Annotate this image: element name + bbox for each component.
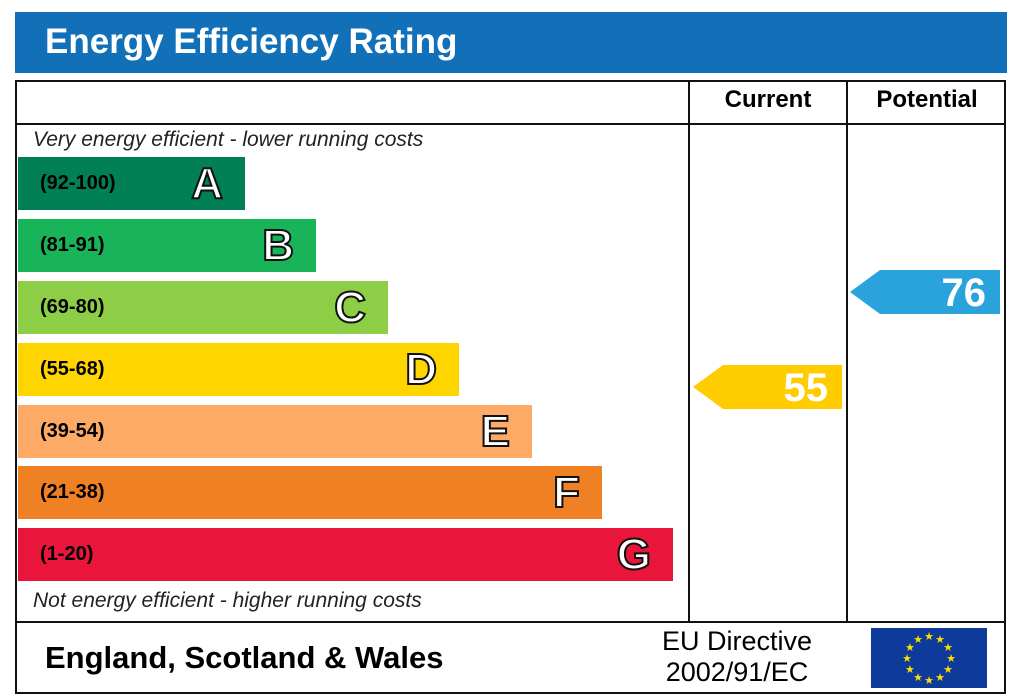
band-letter: C	[333, 282, 367, 333]
star-icon: ★	[924, 631, 934, 643]
band-bar-d: (55-68) D	[18, 343, 459, 396]
potential-rating-value: 76	[941, 271, 987, 315]
band-bar-f: (21-38) F	[18, 466, 602, 519]
directive-line2: 2002/91/EC	[665, 657, 809, 687]
star-icon: ★	[905, 642, 915, 654]
star-icon: ★	[935, 672, 945, 684]
potential-header: Potential	[876, 86, 978, 113]
rating-table	[15, 80, 1006, 694]
band-bar-e: (39-54) E	[18, 405, 532, 458]
band-letter: B	[261, 220, 295, 271]
band-letter: D	[404, 344, 438, 395]
band-range: (81-91)	[40, 234, 105, 256]
band-bar-a: (92-100) A	[18, 157, 245, 210]
star-icon: ★	[924, 675, 934, 687]
band-range: (1-20)	[40, 543, 94, 565]
divider	[688, 80, 690, 623]
top-note: Very energy efficient - lower running co…	[33, 128, 424, 151]
band-range: (21-38)	[40, 481, 105, 503]
band-letter: E	[480, 406, 511, 457]
band-bar-c: (69-80) C	[18, 281, 388, 334]
star-icon: ★	[935, 634, 945, 646]
band-bar-b: (81-91) B	[18, 219, 316, 272]
star-icon: ★	[946, 653, 956, 665]
band-range: (55-68)	[40, 358, 105, 380]
star-icon: ★	[902, 653, 912, 665]
current-header: Current	[724, 86, 812, 113]
divider	[15, 123, 1006, 125]
current-rating-value: 55	[783, 366, 829, 410]
star-icon: ★	[943, 664, 953, 676]
band-letter: A	[190, 158, 224, 209]
bottom-note: Not energy efficient - higher running co…	[33, 589, 422, 612]
star-icon: ★	[913, 634, 923, 646]
band-range: (39-54)	[40, 420, 105, 442]
star-icon: ★	[905, 664, 915, 676]
eu-flag-icon: ★ ★ ★ ★ ★ ★ ★ ★ ★ ★ ★ ★	[871, 628, 987, 688]
potential-rating-arrow: 76	[850, 270, 1000, 314]
divider	[15, 621, 1006, 623]
directive-line1: EU Directive	[662, 626, 813, 656]
band-letter: G	[616, 529, 652, 580]
star-icon: ★	[943, 642, 953, 654]
region-label: England, Scotland & Wales	[45, 640, 444, 675]
band-range: (69-80)	[40, 296, 105, 318]
band-range: (92-100)	[40, 172, 116, 194]
title-bar: Energy Efficiency Rating	[15, 12, 1007, 73]
eu-directive: EU Directive 2002/91/EC	[662, 626, 812, 688]
band-letter: F	[552, 467, 581, 518]
current-rating-arrow: 55	[693, 365, 842, 409]
band-bar-g: (1-20) G	[18, 528, 673, 581]
divider	[846, 80, 848, 623]
star-icon: ★	[913, 672, 923, 684]
